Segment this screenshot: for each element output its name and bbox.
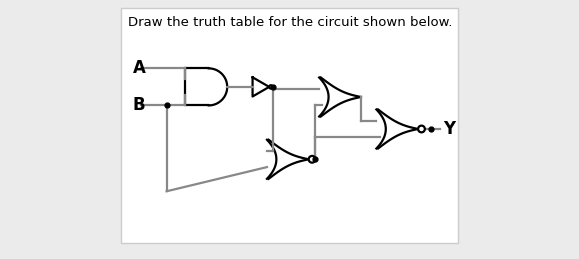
Text: B: B <box>133 96 145 114</box>
Circle shape <box>309 156 316 163</box>
Text: Draw the truth table for the circuit shown below.: Draw the truth table for the circuit sho… <box>128 16 452 29</box>
FancyBboxPatch shape <box>121 8 458 243</box>
Text: Y: Y <box>444 120 456 138</box>
Circle shape <box>269 85 273 89</box>
Circle shape <box>418 126 425 132</box>
Text: A: A <box>133 59 146 77</box>
